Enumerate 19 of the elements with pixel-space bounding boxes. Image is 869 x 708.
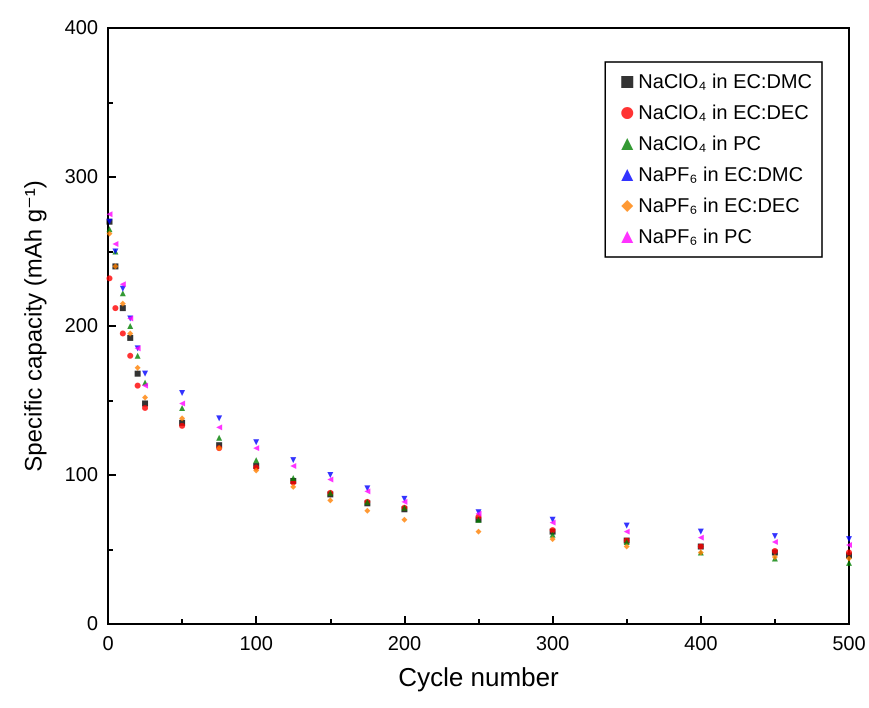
x-tick-label: 500 (832, 633, 866, 655)
y-tick-label: 300 (64, 166, 98, 188)
legend-label: NaClO₄ in EC:DEC (638, 102, 809, 124)
y-tick-label: 0 (86, 613, 98, 635)
x-axis-title: Cycle number (398, 662, 560, 692)
legend-label: NaClO₄ in PC (638, 133, 761, 155)
x-tick-label: 0 (102, 633, 114, 655)
y-tick-label: 100 (64, 464, 98, 486)
x-tick-label: 200 (388, 633, 422, 655)
legend-label: NaClO₄ in EC:DMC (638, 71, 812, 93)
y-tick-label: 400 (64, 17, 98, 39)
legend-label: NaPF₆ in EC:DMC (638, 164, 804, 186)
x-tick-label: 300 (536, 633, 570, 655)
y-axis-title: Specific capacity (mAh g⁻¹) (20, 180, 48, 472)
x-tick-label: 400 (684, 633, 718, 655)
legend-label: NaPF₆ in PC (638, 226, 752, 248)
y-tick-label: 200 (64, 315, 98, 337)
x-tick-label: 100 (240, 633, 273, 655)
legend-label: NaPF₆ in EC:DEC (638, 195, 800, 217)
